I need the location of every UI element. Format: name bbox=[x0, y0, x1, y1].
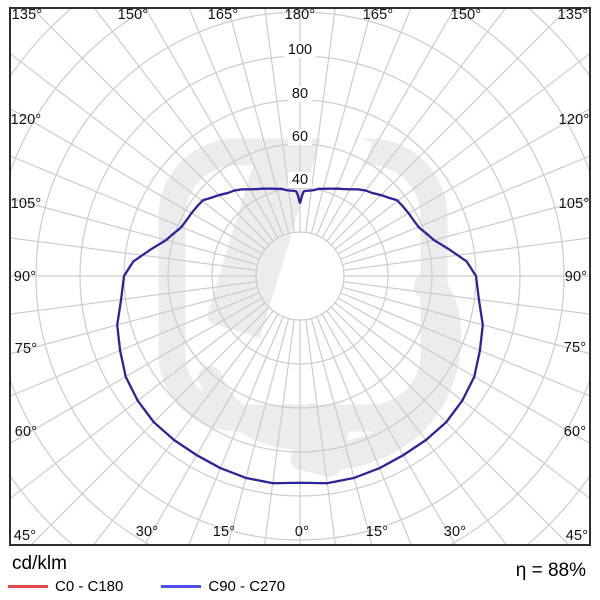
angle-label: 90° bbox=[13, 269, 37, 285]
grid-spoke bbox=[11, 292, 260, 397]
grid-spoke bbox=[316, 9, 412, 236]
grid-spoke bbox=[340, 292, 589, 397]
grid-spoke bbox=[342, 197, 589, 266]
efficiency-label: η = 88% bbox=[515, 560, 586, 581]
grid-spoke bbox=[11, 197, 258, 266]
grid-spoke bbox=[264, 319, 295, 544]
angle-label: 45° bbox=[13, 528, 37, 544]
grid-spoke bbox=[310, 9, 373, 234]
grid-spoke bbox=[316, 316, 412, 544]
angle-label: 150° bbox=[450, 7, 482, 23]
angle-label: 60° bbox=[14, 424, 38, 440]
angle-label: 0° bbox=[294, 524, 310, 540]
grid-spoke bbox=[337, 108, 589, 255]
angle-label: 105° bbox=[10, 196, 42, 212]
grid-spoke bbox=[93, 310, 274, 544]
angle-label: 150° bbox=[117, 7, 149, 23]
grid-spoke bbox=[94, 9, 274, 242]
grid-spoke bbox=[188, 9, 284, 236]
grid-spoke bbox=[334, 53, 589, 250]
curve-c90-c270 bbox=[116, 187, 484, 485]
legend-label: C0 - C180 bbox=[55, 577, 124, 595]
angle-label: 30° bbox=[443, 524, 467, 540]
angle-label: 105° bbox=[558, 196, 590, 212]
grid-spoke bbox=[31, 306, 270, 544]
grid-spoke bbox=[342, 286, 589, 355]
grid-spoke bbox=[264, 9, 295, 233]
legend-item-c0-c180: C0 - C180 bbox=[8, 578, 123, 595]
grid-spoke bbox=[305, 9, 336, 233]
grid-spoke bbox=[11, 155, 260, 260]
grid-spoke bbox=[11, 108, 263, 255]
angle-label: 120° bbox=[558, 112, 590, 128]
grid-spoke bbox=[305, 319, 336, 544]
grid-spoke bbox=[145, 9, 279, 239]
grid-spoke bbox=[330, 306, 569, 544]
angle-label: 15° bbox=[212, 524, 236, 540]
grid-spoke bbox=[11, 281, 257, 315]
ring-value-label: 60 bbox=[287, 129, 313, 145]
angle-label: 60° bbox=[563, 424, 587, 440]
grid-spoke bbox=[227, 9, 290, 234]
grid-spoke bbox=[343, 281, 589, 315]
angle-label: 15° bbox=[365, 524, 389, 540]
grid-spoke bbox=[11, 237, 257, 271]
ring-value-label: 100 bbox=[283, 42, 317, 58]
grid-spoke bbox=[144, 313, 279, 544]
legend-label: C90 - C270 bbox=[208, 577, 286, 595]
angle-label: 90° bbox=[564, 269, 588, 285]
legend-swatch bbox=[161, 584, 202, 588]
legend-item-c90-c270: C90 - C270 bbox=[161, 578, 285, 595]
plot-border bbox=[9, 7, 591, 546]
grid-spoke bbox=[188, 316, 284, 544]
angle-label: 30° bbox=[135, 524, 159, 540]
grid-spoke bbox=[337, 297, 589, 444]
legend: C0 - C180 C90 - C270 bbox=[8, 578, 323, 595]
ring-value-label: 80 bbox=[287, 86, 313, 102]
angle-label: 75° bbox=[563, 340, 587, 356]
legend-swatch bbox=[8, 584, 48, 588]
angle-label: 120° bbox=[10, 112, 42, 128]
grid-spoke bbox=[310, 318, 373, 544]
grid-spoke bbox=[321, 9, 455, 239]
grid-spoke bbox=[343, 237, 589, 271]
grid-spoke bbox=[334, 302, 589, 499]
grid-spoke bbox=[227, 318, 290, 544]
angle-label: 45° bbox=[565, 528, 589, 544]
grid-spoke bbox=[321, 313, 456, 544]
grid-spoke bbox=[11, 297, 263, 444]
grid-spoke bbox=[326, 9, 506, 242]
angle-label: 75° bbox=[14, 341, 38, 357]
angle-label: 135° bbox=[557, 7, 589, 23]
grid-spoke bbox=[11, 286, 258, 355]
grid-spoke bbox=[326, 310, 507, 544]
unit-label: cd/klm bbox=[12, 553, 67, 574]
angle-label: 165° bbox=[207, 7, 239, 23]
grid-spoke bbox=[340, 155, 589, 260]
angle-label: 165° bbox=[362, 7, 394, 23]
grid-spoke bbox=[11, 302, 266, 499]
angle-label: 135° bbox=[11, 7, 43, 23]
angle-label: 180° bbox=[284, 7, 316, 23]
grid-spoke bbox=[11, 53, 266, 250]
ring-value-label: 40 bbox=[287, 172, 313, 188]
